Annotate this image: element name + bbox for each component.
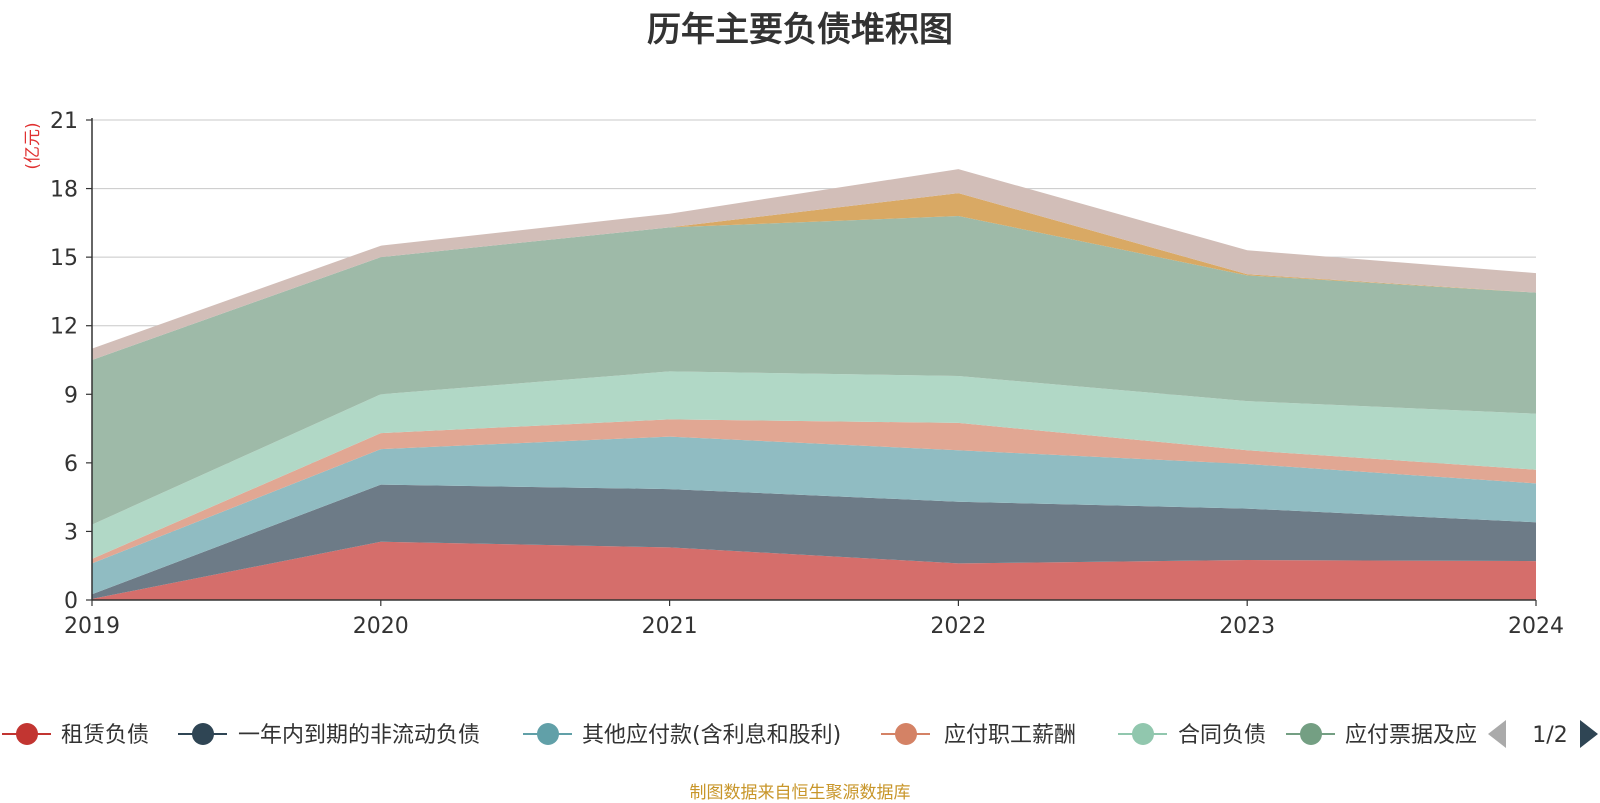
area-layer <box>92 169 1536 600</box>
legend-next-page-icon[interactable] <box>1580 720 1598 748</box>
x-tick-label: 2020 <box>353 614 409 639</box>
x-tick-label: 2023 <box>1219 614 1275 639</box>
legend-marker-dot[interactable] <box>895 723 917 745</box>
y-tick-label: 18 <box>50 178 78 203</box>
y-tick-label: 6 <box>64 452 78 477</box>
area-series-4 <box>92 419 1536 564</box>
y-tick-label: 9 <box>64 383 78 408</box>
legend-item-label[interactable]: 合同负债 <box>1178 723 1266 748</box>
legend-marker-dot[interactable] <box>537 723 559 745</box>
area-series-1 <box>92 541 1536 600</box>
area-series-2 <box>92 484 1536 599</box>
legend-item-label[interactable]: 租赁负债 <box>61 723 149 748</box>
y-tick-label: 0 <box>64 589 78 614</box>
y-tick-label: 15 <box>50 246 78 271</box>
x-tick-label: 2022 <box>930 614 986 639</box>
legend-page-indicator: 1/2 <box>1532 723 1567 748</box>
x-tick-label: 2024 <box>1508 614 1564 639</box>
legend-prev-page-icon[interactable] <box>1488 720 1506 748</box>
data-source-note: 制图数据来自恒生聚源数据库 <box>689 783 911 803</box>
chart-title: 历年主要负债堆积图 <box>647 10 953 50</box>
legend-item-label[interactable]: 其他应付款(含利息和股利) <box>582 723 841 748</box>
legend-item-label[interactable]: 应付职工薪酬 <box>944 723 1076 748</box>
area-series-3 <box>92 436 1536 595</box>
area-series-8 <box>92 169 1536 360</box>
y-tick-label: 12 <box>50 315 78 340</box>
axis-layer: 0 3 6 9 12 15 18 21 2019 2020 2021 2022 2023 2024 (亿元) <box>23 109 1564 639</box>
x-tick-label: 2021 <box>642 614 698 639</box>
legend-marker-dot[interactable] <box>1132 723 1154 745</box>
legend-marker-dot[interactable] <box>192 723 214 745</box>
legend-marker-dot[interactable] <box>16 723 38 745</box>
y-tick-label: 3 <box>64 520 78 545</box>
legend-marker-dot[interactable] <box>1300 723 1322 745</box>
legend-item-label[interactable]: 一年内到期的非流动负债 <box>238 723 480 748</box>
area-series-5 <box>92 371 1536 559</box>
y-axis-unit-label: (亿元) <box>23 122 43 169</box>
y-tick-label: 21 <box>50 109 78 134</box>
area-series-6 <box>92 216 1536 525</box>
legend-item-label[interactable]: 应付票据及应 <box>1345 723 1477 748</box>
legend: 租赁负债 一年内到期的非流动负债 其他应付款(含利息和股利) 应付职工薪酬 合同负债 应付… <box>2 720 1598 748</box>
x-tick-label: 2019 <box>64 614 120 639</box>
